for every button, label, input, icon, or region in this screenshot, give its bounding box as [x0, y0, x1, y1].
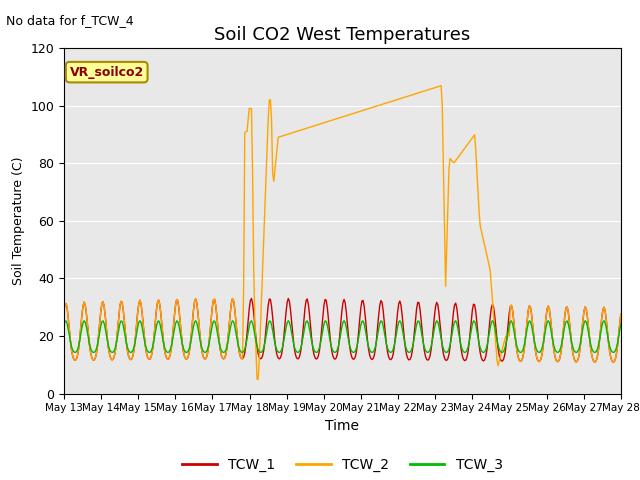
- TCW_2: [617, 311, 625, 317]
- TCW_1: [605, 339, 612, 345]
- TCW_3: [329, 348, 337, 354]
- TCW_3: [424, 349, 431, 355]
- TCW_2: [519, 355, 527, 361]
- TCW_1: [329, 353, 337, 359]
- Text: No data for f_TCW_4: No data for f_TCW_4: [6, 14, 134, 27]
- TCW_3: [393, 330, 401, 336]
- Line: TCW_2: TCW_2: [64, 85, 621, 379]
- X-axis label: Time: Time: [325, 419, 360, 433]
- Line: TCW_1: TCW_1: [64, 299, 621, 362]
- TCW_1: [609, 359, 617, 365]
- Line: TCW_3: TCW_3: [64, 321, 621, 352]
- TCW_1: [248, 296, 255, 301]
- TCW_3: [326, 335, 333, 341]
- TCW_1: [362, 326, 370, 332]
- TCW_1: [518, 358, 525, 364]
- TCW_1: [617, 311, 625, 317]
- TCW_3: [617, 322, 625, 327]
- TCW_2: [329, 117, 337, 123]
- TCW_2: [606, 348, 614, 354]
- TCW_2: [326, 118, 333, 124]
- TCW_1: [326, 329, 333, 335]
- TCW_3: [519, 348, 527, 353]
- TCW_2: [362, 107, 370, 112]
- Y-axis label: Soil Temperature (C): Soil Temperature (C): [12, 156, 25, 285]
- Title: Soil CO2 West Temperatures: Soil CO2 West Temperatures: [214, 25, 470, 44]
- TCW_2: [253, 376, 261, 382]
- TCW_1: [393, 321, 401, 326]
- TCW_2: [437, 83, 445, 88]
- TCW_3: [362, 333, 370, 339]
- TCW_3: [60, 322, 68, 327]
- TCW_1: [60, 307, 68, 312]
- TCW_3: [606, 343, 614, 349]
- Text: VR_soilco2: VR_soilco2: [70, 66, 144, 79]
- TCW_3: [136, 318, 144, 324]
- Legend: TCW_1, TCW_2, TCW_3: TCW_1, TCW_2, TCW_3: [177, 452, 508, 478]
- TCW_2: [393, 97, 401, 103]
- TCW_2: [60, 307, 68, 312]
